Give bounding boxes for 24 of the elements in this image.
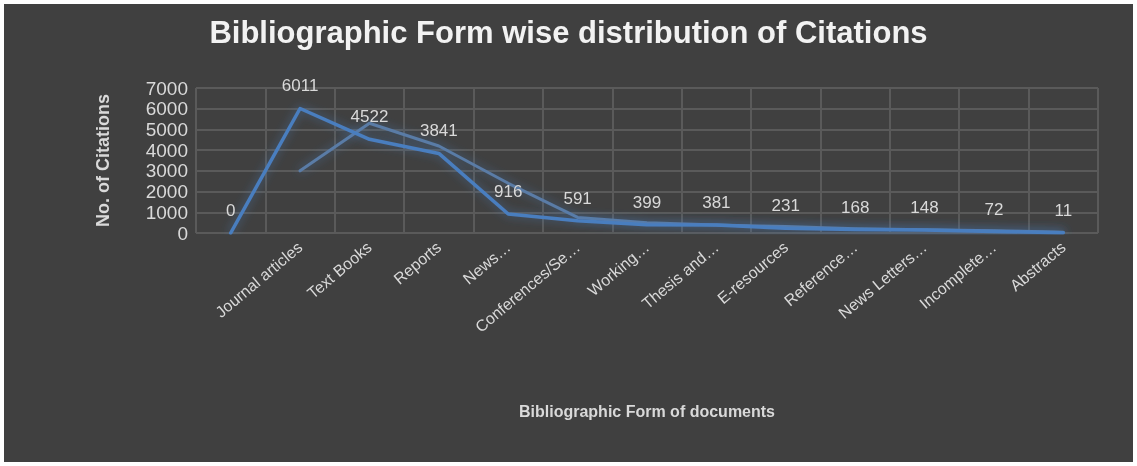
data-label: 72 [984,199,1004,219]
data-label: 399 [632,192,662,212]
y-tick-label: 2000 [145,181,188,203]
y-tick-label: 7000 [145,77,188,99]
data-label: 4522 [350,107,389,127]
y-tick-label: 5000 [145,118,188,140]
y-tick-label: 0 [177,222,188,244]
chart-title: Bibliographic Form wise distribution of Citations [209,15,928,50]
y-axis-title: No. of Citations [93,94,113,227]
data-label: 0 [225,201,236,220]
data-label: 591 [563,188,592,208]
data-label: 168 [840,197,870,217]
y-tick-label: 3000 [145,160,188,182]
data-label: 148 [910,197,939,217]
data-label: 3841 [419,121,458,141]
data-label: 916 [494,182,523,202]
data-label: 381 [702,193,731,213]
y-tick-label: 4000 [145,139,188,161]
data-label: 11 [1054,200,1073,220]
y-tick-label: 1000 [145,201,188,223]
x-axis-title: Bibliographic Form of documents [518,402,776,420]
y-tick-label: 6000 [145,98,188,120]
data-label: 231 [771,196,800,216]
data-label: 6011 [281,76,319,96]
